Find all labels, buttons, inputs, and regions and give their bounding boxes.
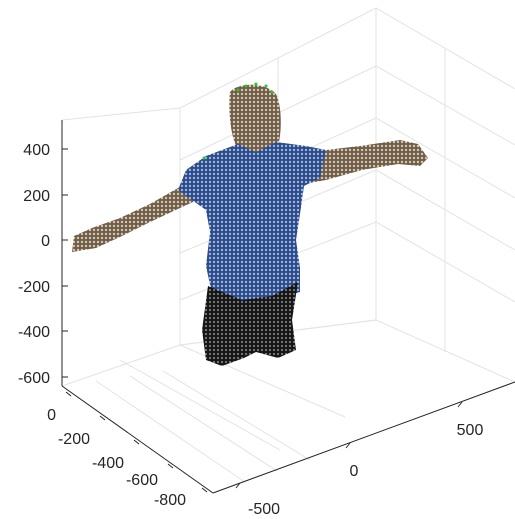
z-axis-ticks: 400 200 0 -200 -400 -600	[18, 142, 68, 387]
z-tick-label: -600	[18, 370, 50, 387]
y-tick-label: -400	[92, 455, 124, 472]
person-shorts-points	[202, 282, 298, 366]
left-wall-grid	[61, 107, 181, 387]
marker-point	[244, 84, 248, 88]
x-axis-line	[212, 381, 515, 494]
y-tick-label: 0	[47, 407, 56, 424]
marker-point	[270, 90, 274, 94]
marker-point	[264, 84, 268, 88]
point-cloud	[72, 82, 428, 366]
y-tick-label: -200	[58, 431, 90, 448]
y-axis-ticks: 0 -200 -400 -600 -800	[47, 391, 208, 509]
y-axis-line	[61, 385, 214, 494]
z-tick-label: 400	[23, 142, 50, 159]
x-tick-minus-500	[235, 482, 241, 489]
y-tick-label: -600	[126, 472, 158, 489]
y-tick-minus-200	[99, 415, 106, 421]
z-tick-label: -400	[18, 324, 50, 341]
z-tick-label: -200	[18, 279, 50, 296]
person-head-points	[229, 84, 281, 155]
y-tick-minus-400	[133, 439, 140, 445]
z-tick-label: 0	[41, 233, 50, 250]
marker-point	[202, 156, 206, 160]
x-axis-ticks: -500 0 500	[235, 401, 484, 518]
marker-points	[202, 82, 274, 160]
person-shirt-points	[178, 142, 326, 302]
x-tick-0	[345, 442, 351, 449]
x-tick-label: -500	[248, 501, 280, 518]
marker-point	[236, 88, 240, 92]
x-tick-500	[457, 401, 463, 408]
x-tick-label: 0	[350, 463, 359, 480]
x-tick-label: 500	[457, 422, 484, 439]
person-right-arm-points	[304, 140, 428, 184]
side-wall-grid	[375, 48, 515, 352]
person-left-arm-points	[72, 178, 206, 252]
y-tick-label: -800	[154, 492, 186, 509]
z-tick-label: 200	[23, 188, 50, 205]
y-tick-0	[65, 391, 72, 397]
y-tick-minus-600	[167, 463, 174, 469]
y-tick-minus-800	[201, 487, 208, 493]
axes	[61, 120, 515, 494]
marker-point	[254, 82, 258, 86]
